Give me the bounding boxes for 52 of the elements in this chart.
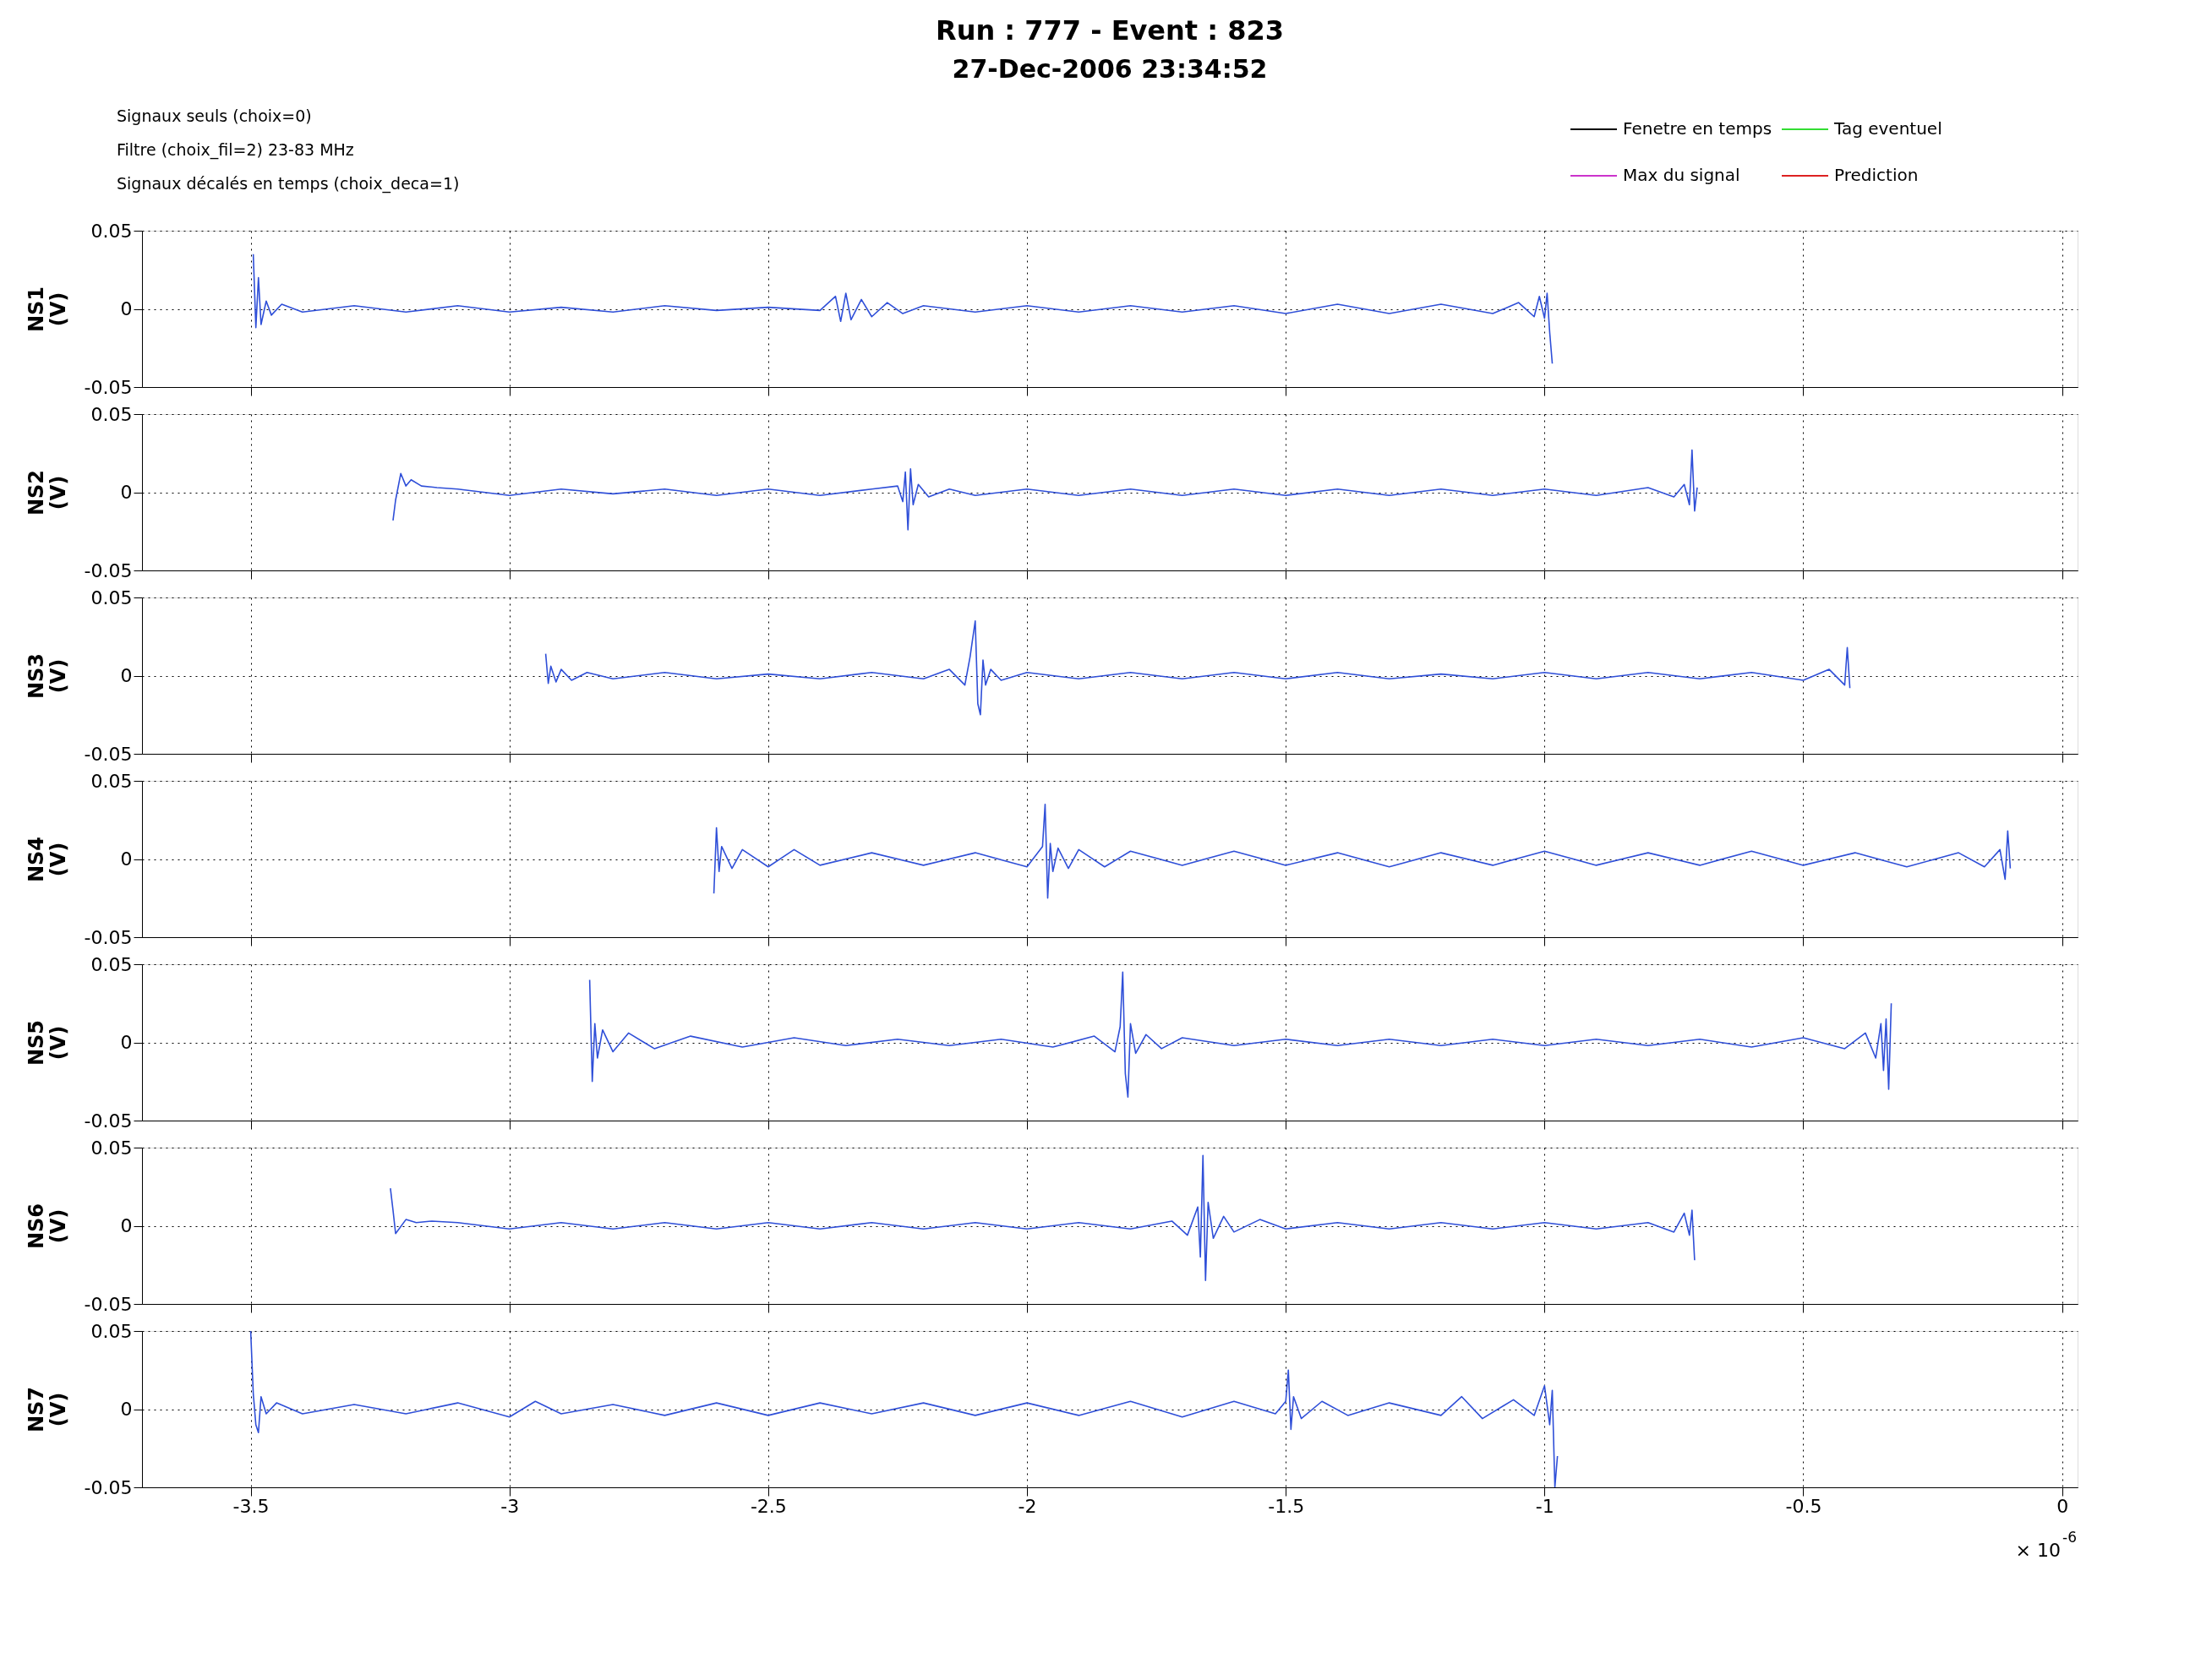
y-tick-label: -0.05 — [84, 1110, 133, 1132]
line-series — [252, 253, 1554, 365]
line-series — [392, 449, 1698, 531]
y-tick-label: 0.05 — [90, 586, 133, 608]
line-series — [249, 1331, 1559, 1487]
x-tick-label: -1.5 — [1268, 1495, 1305, 1517]
y-axis-title: NS5 (V) — [24, 1019, 70, 1066]
line-series — [713, 803, 2012, 899]
y-tick-label: 0 — [120, 298, 133, 319]
y-axis-title: NS3 (V) — [24, 652, 70, 700]
x-tick-label: -3 — [500, 1495, 520, 1517]
text: Signaux décalés en temps (choix_deca=1) — [117, 174, 460, 194]
y-tick-label: 0.05 — [90, 770, 133, 792]
x-tick-label: -0.5 — [1785, 1495, 1822, 1517]
y-tick-label: -0.05 — [84, 743, 133, 765]
x-tick-label: -2 — [1018, 1495, 1037, 1517]
y-tick-label: 0 — [120, 1032, 133, 1053]
y-tick-label: 0.05 — [90, 1137, 133, 1159]
text: Filtre (choix_fil=2) 23-83 MHz — [117, 140, 354, 160]
y-axis-title: NS7 (V) — [24, 1386, 70, 1433]
chart-subtitle: 27-Dec-2006 23:34:52 — [952, 54, 1268, 84]
y-tick-label: 0 — [120, 482, 133, 503]
y-tick-label: 0.05 — [90, 953, 133, 975]
y-tick-label: 0 — [120, 848, 133, 870]
y-tick-label: 0 — [120, 1399, 133, 1420]
line-series — [588, 971, 1892, 1099]
legend-label: Prediction — [1834, 165, 1919, 185]
y-tick-label: 0.05 — [90, 220, 133, 242]
x-tick-label: 0 — [2056, 1495, 2069, 1517]
y-tick-label: 0 — [120, 665, 133, 686]
y-tick-label: -0.05 — [84, 926, 133, 948]
y-tick-label: -0.05 — [84, 376, 133, 398]
y-axis-title: NS4 (V) — [24, 836, 70, 883]
y-tick-label: -0.05 — [84, 1476, 133, 1498]
line-series — [544, 619, 1851, 716]
legend-label: Fenetre en temps — [1623, 118, 1772, 139]
chart-title: Run : 777 - Event : 823 — [935, 14, 1285, 46]
y-tick-label: 0.05 — [90, 403, 133, 425]
text: Signaux seuls (choix=0) — [117, 106, 312, 125]
y-axis-title: NS1 (V) — [24, 286, 70, 333]
y-tick-label: -0.05 — [84, 559, 133, 581]
legend-label: Tag eventuel — [1833, 118, 1942, 139]
y-tick-label: 0.05 — [90, 1320, 133, 1342]
x-tick-label: -2.5 — [750, 1495, 787, 1517]
line-series — [390, 1154, 1696, 1282]
y-axis-title: NS6 (V) — [24, 1203, 70, 1250]
y-tick-label: 0 — [120, 1215, 133, 1236]
y-tick-label: -0.05 — [84, 1293, 133, 1315]
y-axis-title: NS2 (V) — [24, 469, 70, 516]
x-tick-label: -3.5 — [232, 1495, 270, 1517]
x-tick-label: -1 — [1535, 1495, 1554, 1517]
legend-label: Max du signal — [1623, 165, 1740, 185]
